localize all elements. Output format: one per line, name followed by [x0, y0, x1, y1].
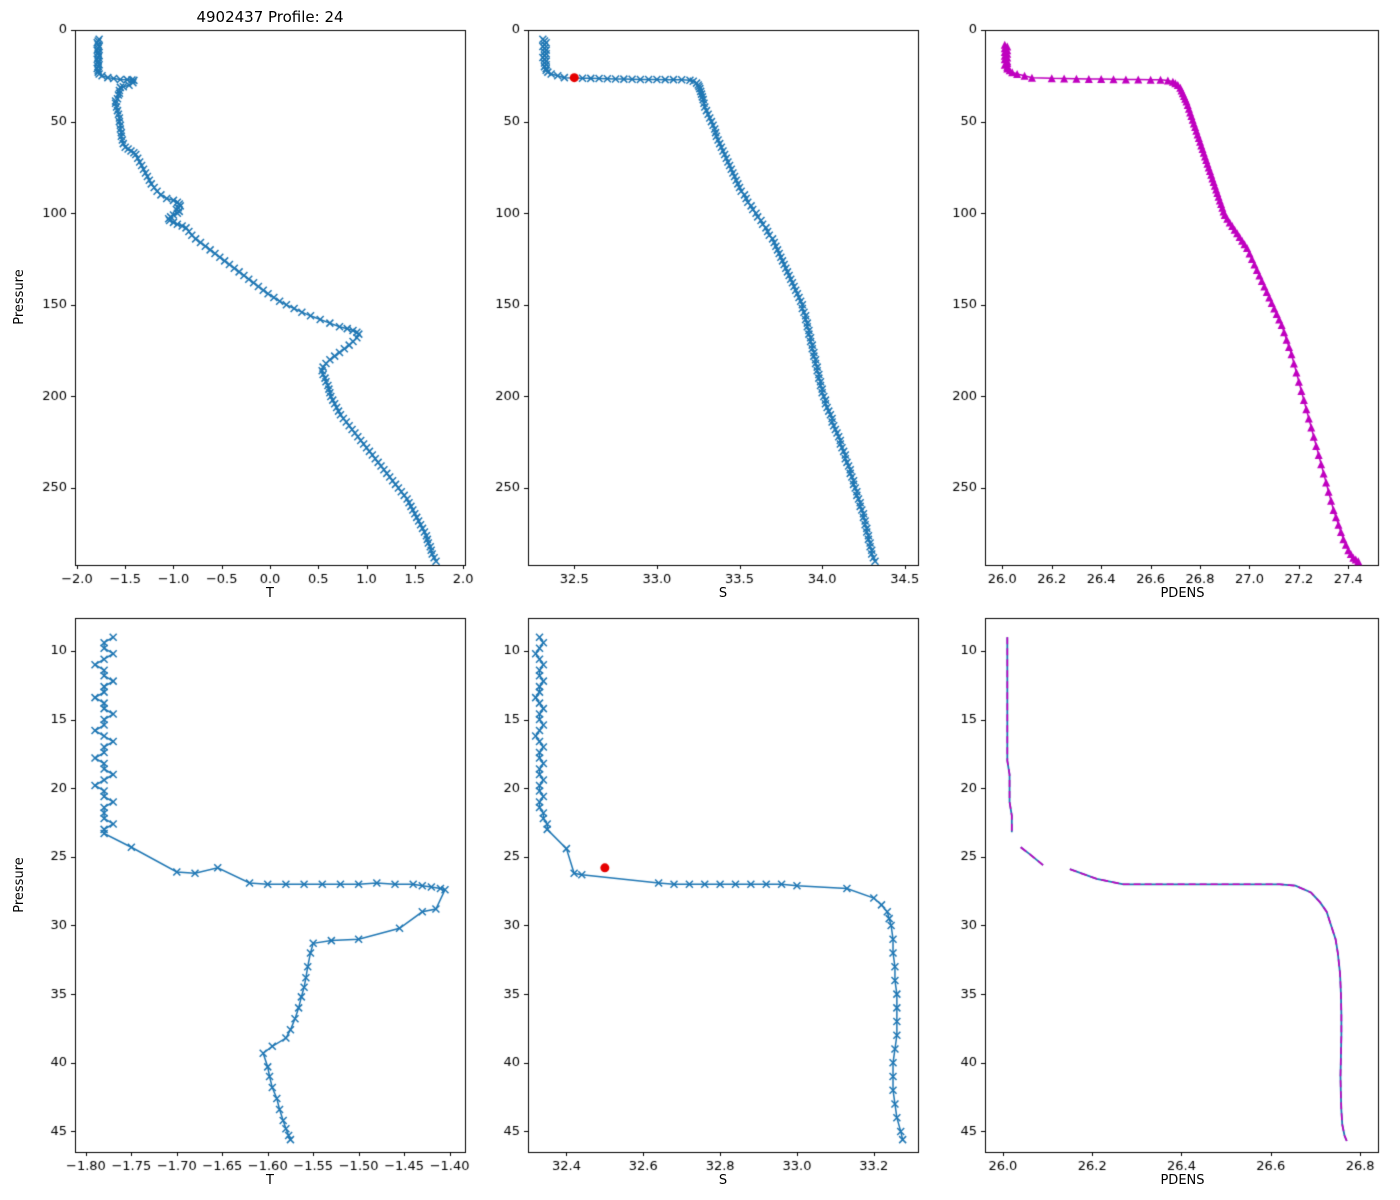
profile-plots-canvas — [0, 0, 1400, 1200]
figure: 4902437 Profile: 24 Pressure Pressure T … — [0, 0, 1400, 1200]
